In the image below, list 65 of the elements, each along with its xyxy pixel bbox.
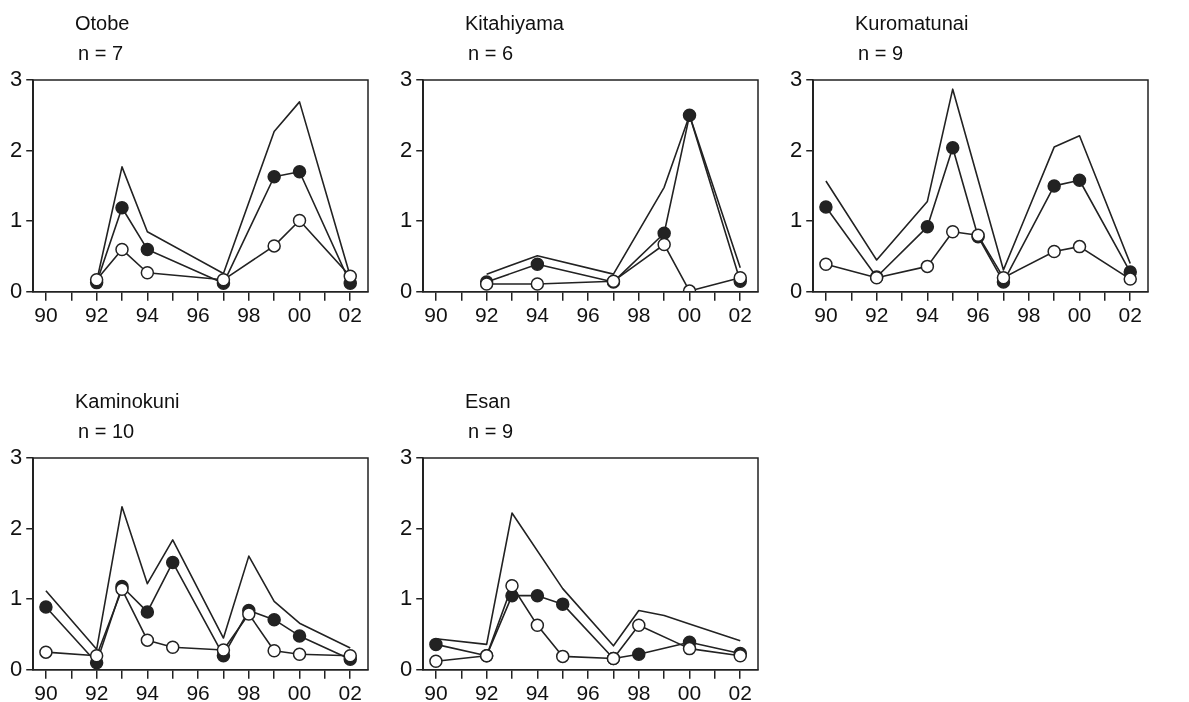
chart-title: Otobe bbox=[75, 12, 130, 35]
chart-subtitle: n = 9 bbox=[468, 420, 514, 443]
x-tick-label: 90 bbox=[424, 681, 448, 702]
x-tick-label: 96 bbox=[576, 303, 600, 327]
x-tick-label: 02 bbox=[728, 681, 752, 702]
y-tick-label: 2 bbox=[399, 514, 413, 540]
chart-subtitle: n = 7 bbox=[78, 42, 124, 65]
x-tick-label: 98 bbox=[1017, 303, 1041, 327]
x-tick-label: 96 bbox=[186, 681, 210, 702]
y-tick-label: 3 bbox=[399, 444, 413, 470]
x-tick-label: 94 bbox=[525, 303, 550, 327]
y-tick-label: 1 bbox=[9, 207, 23, 233]
chart-title: Kuromatunai bbox=[855, 12, 969, 35]
x-tick-label: 00 bbox=[287, 303, 312, 327]
y-tick-label: 3 bbox=[9, 444, 23, 470]
x-tick-label: 90 bbox=[814, 303, 838, 327]
x-tick-label: 94 bbox=[915, 303, 940, 327]
x-tick-label: 98 bbox=[627, 681, 651, 702]
y-tick-label: 1 bbox=[789, 207, 803, 233]
y-tick-label: 1 bbox=[399, 585, 413, 611]
y-tick-label: 1 bbox=[399, 207, 413, 233]
y-tick-label: 3 bbox=[9, 66, 23, 92]
chart-subtitle: n = 9 bbox=[858, 42, 904, 65]
x-tick-label: 92 bbox=[474, 681, 499, 702]
x-tick-label: 94 bbox=[135, 303, 160, 327]
x-tick-label: 02 bbox=[338, 681, 362, 702]
y-tick-label: 3 bbox=[789, 66, 803, 92]
chart-subtitle: n = 6 bbox=[468, 42, 514, 65]
x-tick-label: 02 bbox=[728, 303, 752, 327]
x-tick-label: 98 bbox=[627, 303, 651, 327]
y-tick-label: 2 bbox=[9, 514, 23, 540]
y-tick-label: 0 bbox=[9, 277, 23, 303]
y-tick-label: 0 bbox=[9, 655, 23, 681]
chart-subtitle: n = 10 bbox=[78, 420, 135, 443]
x-tick-label: 98 bbox=[237, 681, 261, 702]
x-tick-label: 92 bbox=[474, 303, 499, 327]
x-tick-label: 00 bbox=[677, 681, 702, 702]
x-tick-label: 92 bbox=[84, 681, 109, 702]
x-tick-label: 92 bbox=[84, 303, 109, 327]
y-tick-label: 3 bbox=[399, 66, 413, 92]
chart-title: Kaminokuni bbox=[75, 390, 180, 413]
x-tick-label: 96 bbox=[576, 681, 600, 702]
y-tick-label: 2 bbox=[9, 136, 23, 162]
x-tick-label: 92 bbox=[864, 303, 889, 327]
x-tick-label: 00 bbox=[1067, 303, 1092, 327]
x-tick-label: 90 bbox=[34, 681, 58, 702]
y-tick-label: 0 bbox=[789, 277, 803, 303]
y-tick-label: 2 bbox=[789, 136, 803, 162]
y-tick-label: 0 bbox=[399, 655, 413, 681]
x-tick-label: 90 bbox=[424, 303, 448, 327]
x-tick-label: 90 bbox=[34, 303, 58, 327]
y-tick-label: 1 bbox=[9, 585, 23, 611]
x-tick-label: 94 bbox=[525, 681, 550, 702]
x-tick-label: 96 bbox=[186, 303, 210, 327]
x-tick-label: 96 bbox=[966, 303, 990, 327]
x-tick-label: 02 bbox=[1118, 303, 1142, 327]
x-tick-label: 00 bbox=[287, 681, 312, 702]
y-tick-label: 2 bbox=[399, 136, 413, 162]
y-tick-label: 0 bbox=[399, 277, 413, 303]
x-tick-label: 98 bbox=[237, 303, 261, 327]
x-tick-label: 00 bbox=[677, 303, 702, 327]
chart-title: Esan bbox=[465, 390, 511, 413]
x-tick-label: 94 bbox=[135, 681, 160, 702]
chart-title: Kitahiyama bbox=[465, 12, 564, 35]
x-tick-label: 02 bbox=[338, 303, 362, 327]
